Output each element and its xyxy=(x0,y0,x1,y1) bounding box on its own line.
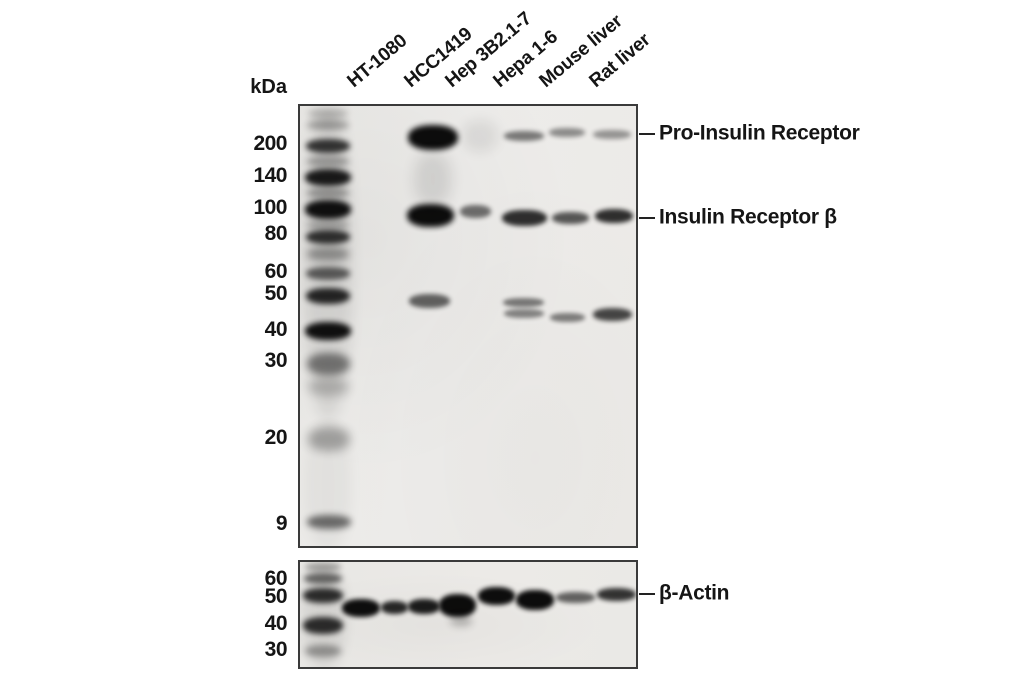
marker-50: 50 xyxy=(264,282,288,305)
band xyxy=(307,515,351,529)
band xyxy=(450,616,472,626)
band xyxy=(307,221,349,229)
marker-50: 50 xyxy=(264,585,288,608)
band xyxy=(305,645,341,657)
annotation-tick xyxy=(639,593,655,595)
marker-40: 40 xyxy=(264,318,288,341)
band xyxy=(305,169,351,186)
band xyxy=(306,139,350,153)
band xyxy=(304,573,342,584)
marker-40: 40 xyxy=(264,612,288,635)
band xyxy=(307,156,349,167)
band xyxy=(550,313,585,322)
kda-units-label: kDa xyxy=(250,76,287,98)
band xyxy=(549,128,585,137)
annotation-tick xyxy=(639,133,655,135)
band xyxy=(414,152,452,206)
band xyxy=(306,288,350,304)
marker-60: 60 xyxy=(264,567,288,590)
band xyxy=(439,594,476,617)
band xyxy=(503,298,544,307)
band xyxy=(308,427,350,451)
band xyxy=(593,130,631,139)
marker-30: 30 xyxy=(264,349,288,372)
band xyxy=(478,587,515,605)
marker-140: 140 xyxy=(253,164,287,187)
band xyxy=(595,209,633,223)
band xyxy=(306,230,350,244)
band xyxy=(307,247,349,261)
band xyxy=(307,353,350,375)
marker-20: 20 xyxy=(264,426,288,449)
band xyxy=(381,601,408,614)
marker-80: 80 xyxy=(264,222,288,245)
annotation-tick xyxy=(639,217,655,219)
main-blot xyxy=(298,104,638,548)
band xyxy=(408,125,458,150)
band xyxy=(308,109,348,118)
band xyxy=(305,563,341,571)
band xyxy=(308,378,349,396)
band xyxy=(307,188,349,198)
band-annotation: Pro-Insulin Receptor xyxy=(659,121,860,145)
marker-200: 200 xyxy=(253,132,287,155)
band xyxy=(407,204,454,227)
band xyxy=(597,588,636,601)
marker-30: 30 xyxy=(264,638,288,661)
lane-label: HT-1080 xyxy=(343,30,412,92)
band xyxy=(556,592,595,603)
band xyxy=(342,599,380,617)
marker-9: 9 xyxy=(275,512,288,535)
band xyxy=(460,205,491,218)
band xyxy=(306,267,350,280)
band xyxy=(502,210,547,226)
band xyxy=(304,108,352,418)
band xyxy=(408,599,440,614)
marker-60: 60 xyxy=(264,260,288,283)
band xyxy=(409,294,450,308)
band xyxy=(305,322,351,340)
band xyxy=(307,120,349,130)
band-annotation: Insulin Receptor β xyxy=(659,205,837,229)
band xyxy=(462,120,498,152)
band xyxy=(593,308,632,321)
band xyxy=(504,131,544,141)
band xyxy=(303,588,343,603)
band xyxy=(516,590,554,610)
band-annotation: β-Actin xyxy=(659,581,730,605)
band xyxy=(305,200,351,219)
band xyxy=(303,617,343,634)
band xyxy=(504,309,544,318)
loading-control-blot xyxy=(298,560,638,669)
band xyxy=(552,212,589,224)
marker-100: 100 xyxy=(253,196,287,219)
